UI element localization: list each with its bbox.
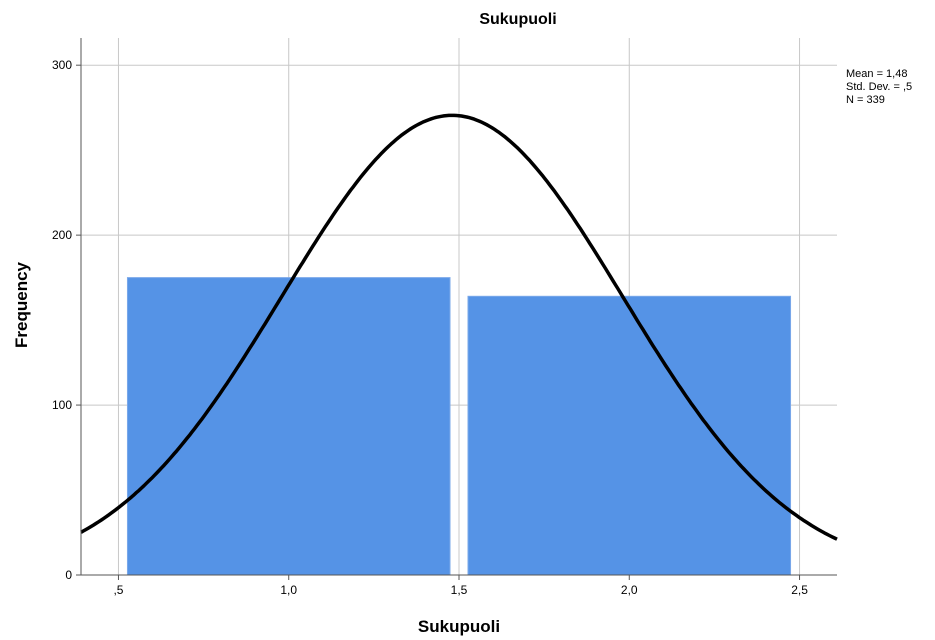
y-tick-label: 200 bbox=[52, 228, 72, 242]
x-axis-label: Sukupuoli bbox=[418, 617, 500, 636]
stats-n: N = 339 bbox=[846, 94, 885, 106]
y-axis-label: Frequency bbox=[12, 261, 31, 348]
y-tick-label: 300 bbox=[52, 58, 72, 72]
y-tick-label: 100 bbox=[52, 398, 72, 412]
chart-title: Sukupuoli bbox=[479, 11, 556, 28]
x-tick-label: ,5 bbox=[113, 583, 123, 597]
histogram-bar bbox=[467, 295, 792, 576]
normal-curve bbox=[80, 113, 838, 541]
stats-box: Mean = 1,48 Std. Dev. = ,5 N = 339 bbox=[846, 68, 912, 106]
histogram-bars bbox=[126, 277, 792, 576]
stats-mean: Mean = 1,48 bbox=[846, 68, 907, 80]
tick-labels: 0 100 200 300 ,5 1,0 1,5 2,0 2,5 bbox=[52, 58, 808, 597]
x-tick-label: 1,5 bbox=[451, 583, 468, 597]
y-tick-label: 0 bbox=[65, 568, 72, 582]
x-tick-label: 2,0 bbox=[621, 583, 638, 597]
x-tick-label: 2,5 bbox=[791, 583, 808, 597]
stats-std-dev: Std. Dev. = ,5 bbox=[846, 81, 912, 93]
histogram-bar bbox=[126, 277, 451, 576]
normal-curve-layer bbox=[80, 113, 838, 541]
x-tick-label: 1,0 bbox=[280, 583, 297, 597]
